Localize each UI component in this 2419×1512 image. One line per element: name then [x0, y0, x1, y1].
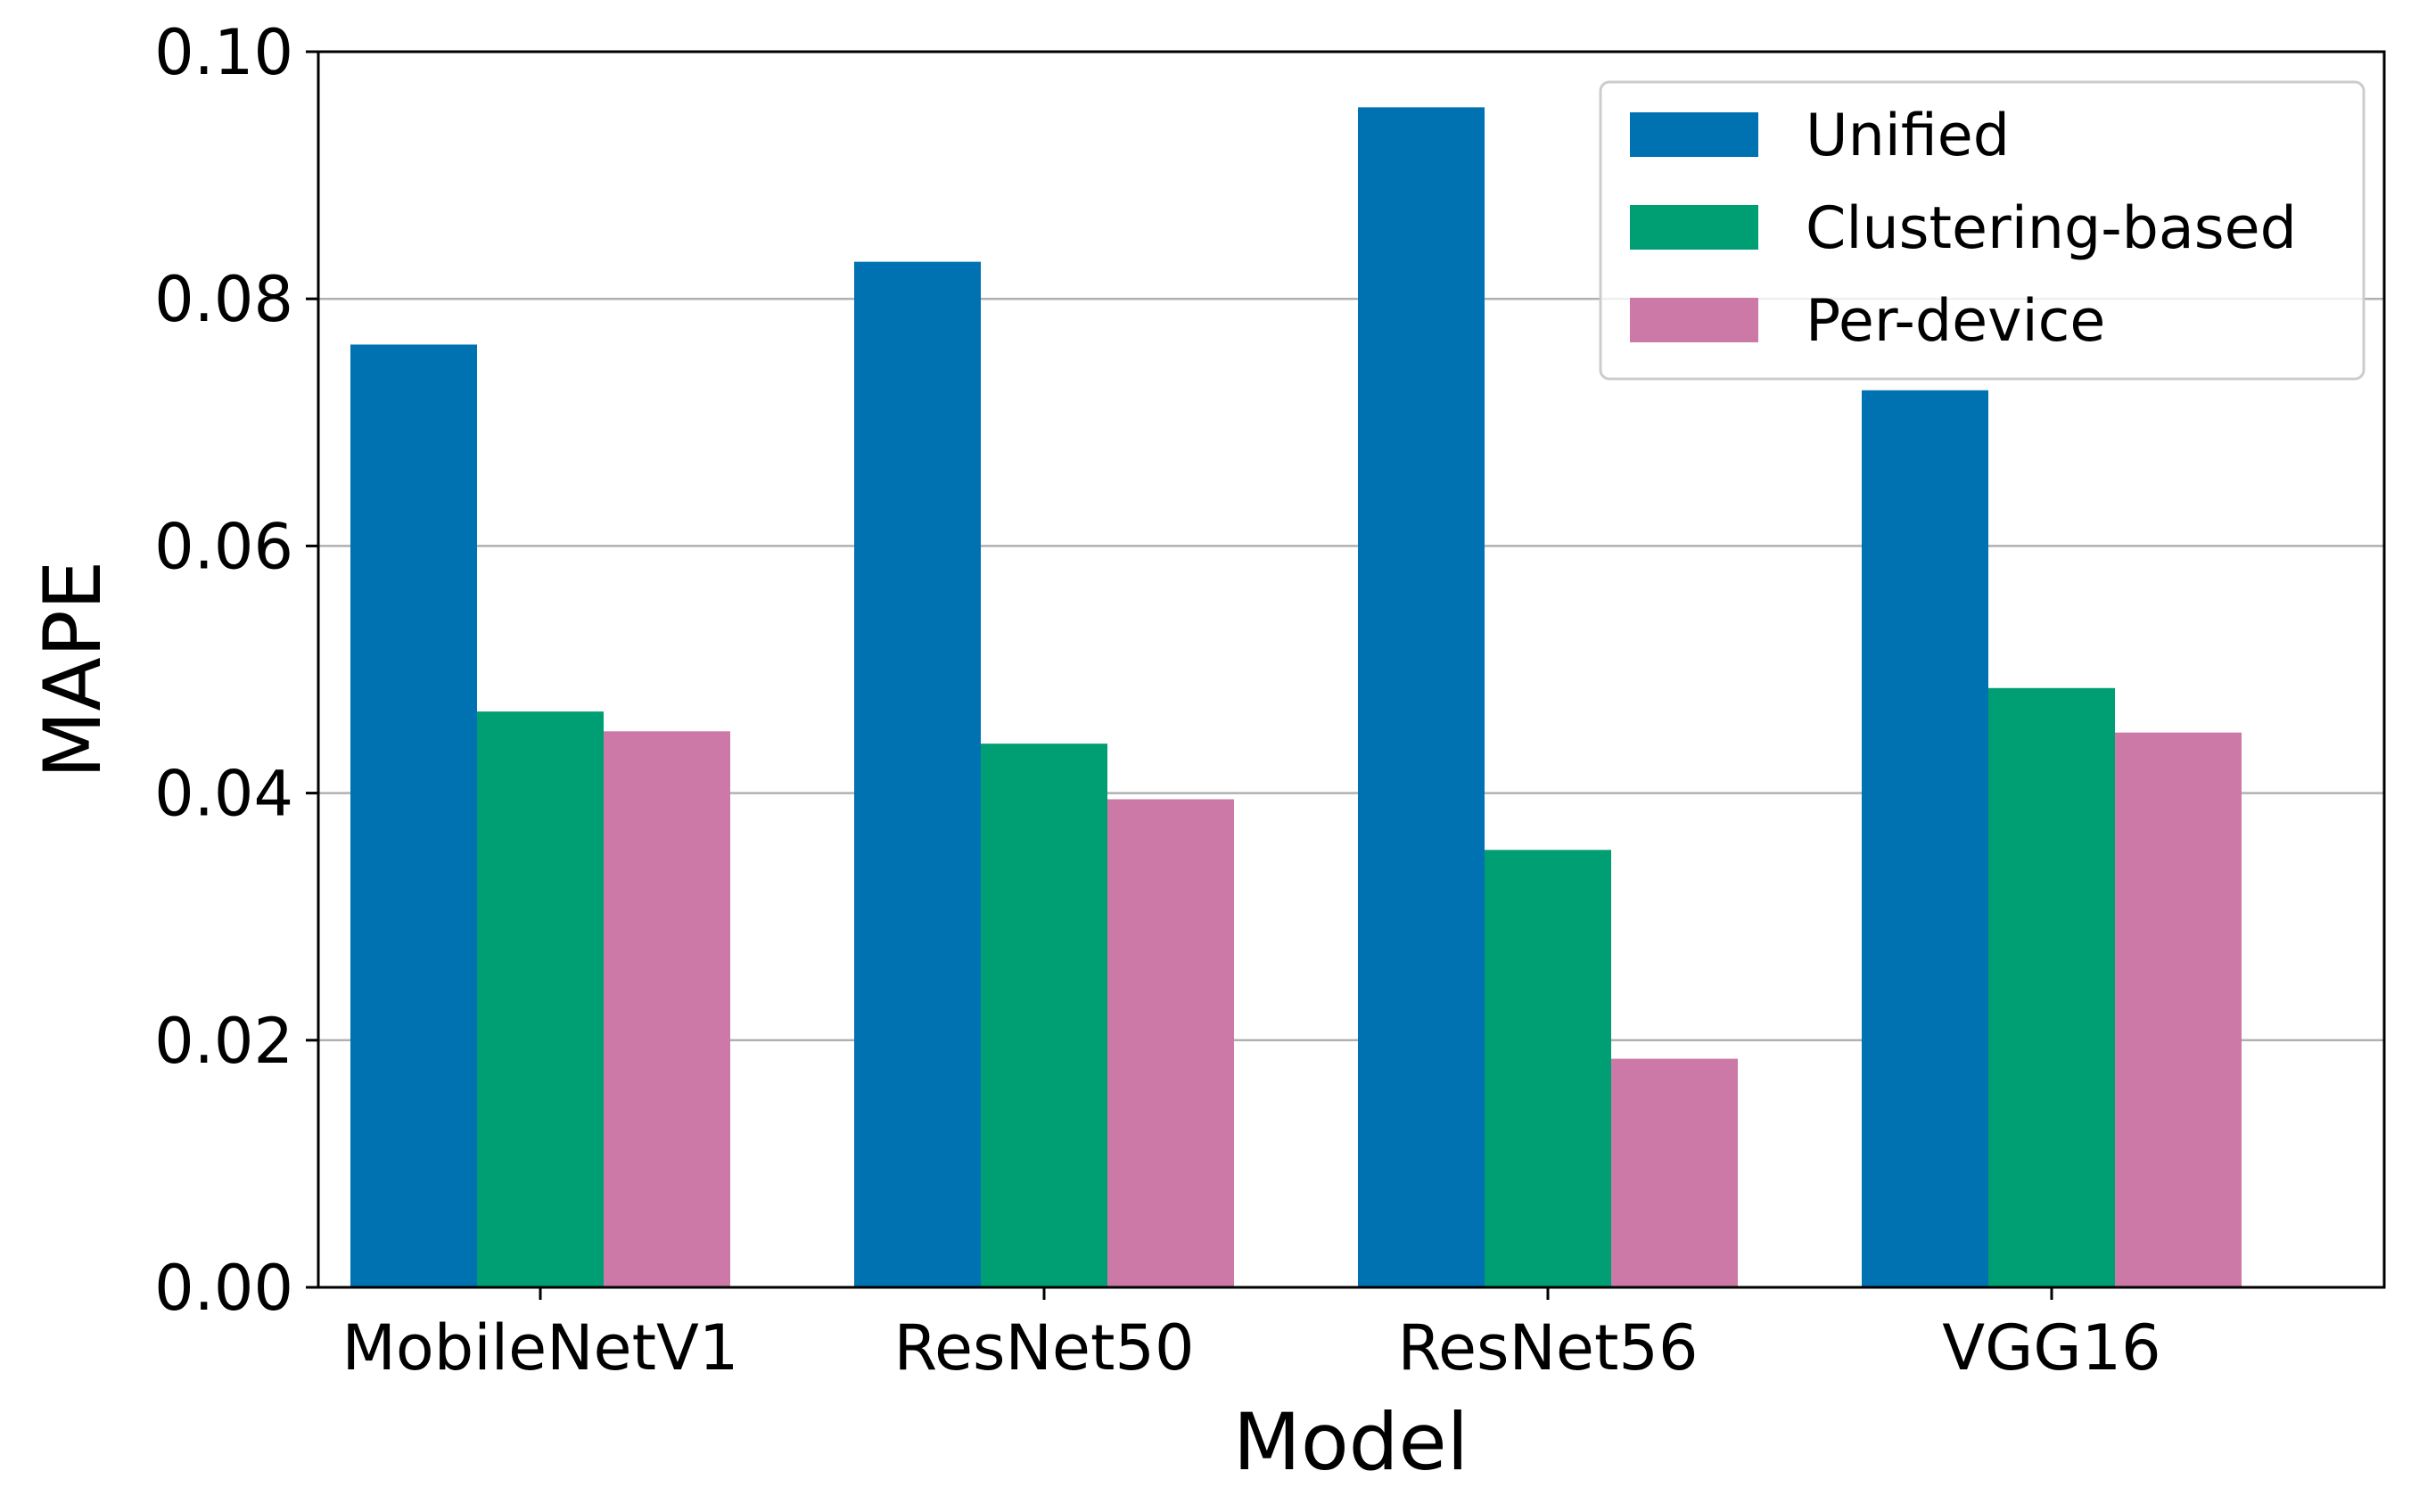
x-tick-label: VGG16: [1942, 1311, 2160, 1385]
bar-resnet50-clustering-based: [981, 744, 1107, 1287]
y-axis-title: MAPE: [27, 561, 119, 779]
legend-label: Unified: [1806, 103, 2010, 169]
legend-label: Per-device: [1806, 288, 2105, 355]
y-tick-label: 0.04: [154, 758, 293, 831]
x-axis: MobileNetV1 ResNet50 ResNet56 VGG16: [342, 1287, 2161, 1385]
x-axis-title: Model: [1233, 1396, 1469, 1488]
legend-swatch: [1630, 112, 1758, 157]
y-tick-label: 0.08: [154, 263, 293, 336]
legend-box: [1599, 80, 2366, 381]
bar-resnet56-unified: [1358, 107, 1485, 1288]
x-tick-label: ResNet50: [894, 1311, 1195, 1385]
bar-series: [350, 107, 2242, 1288]
series-clustering-based: [477, 687, 2115, 1287]
bar-resnet50-per-device: [1107, 799, 1234, 1287]
bar-resnet56-clustering-based: [1485, 850, 1611, 1287]
bar-vgg16-unified: [1862, 390, 1988, 1287]
y-axis: 0.00 0.02 0.04 0.06 0.08 0.10: [154, 16, 318, 1325]
legend: Unified Clustering-based Per-device: [1599, 80, 2366, 381]
legend-swatch: [1630, 205, 1758, 250]
bar-mobilenetv1-unified: [350, 344, 477, 1288]
bar-vgg16-clustering-based: [1988, 687, 2115, 1287]
series-unified: [350, 107, 1988, 1288]
bar-vgg16-per-device: [2115, 732, 2242, 1287]
y-tick-label: 0.00: [154, 1252, 293, 1325]
bar-mobilenetv1-per-device: [604, 731, 730, 1287]
legend-swatch: [1630, 298, 1758, 342]
plot-frame: [317, 50, 2386, 1289]
bar-resnet50-unified: [854, 261, 981, 1287]
y-tick-label: 0.02: [154, 1005, 293, 1078]
legend-label: Clustering-based: [1806, 195, 2297, 262]
x-tick-label: MobileNetV1: [342, 1311, 739, 1385]
bar-mobilenetv1-clustering-based: [477, 711, 604, 1287]
series-per-device: [604, 731, 2242, 1287]
y-tick-label: 0.10: [154, 16, 293, 89]
y-tick-label: 0.06: [154, 510, 293, 583]
bar-resnet56-per-device: [1611, 1058, 1738, 1287]
x-tick-label: ResNet56: [1398, 1311, 1699, 1385]
